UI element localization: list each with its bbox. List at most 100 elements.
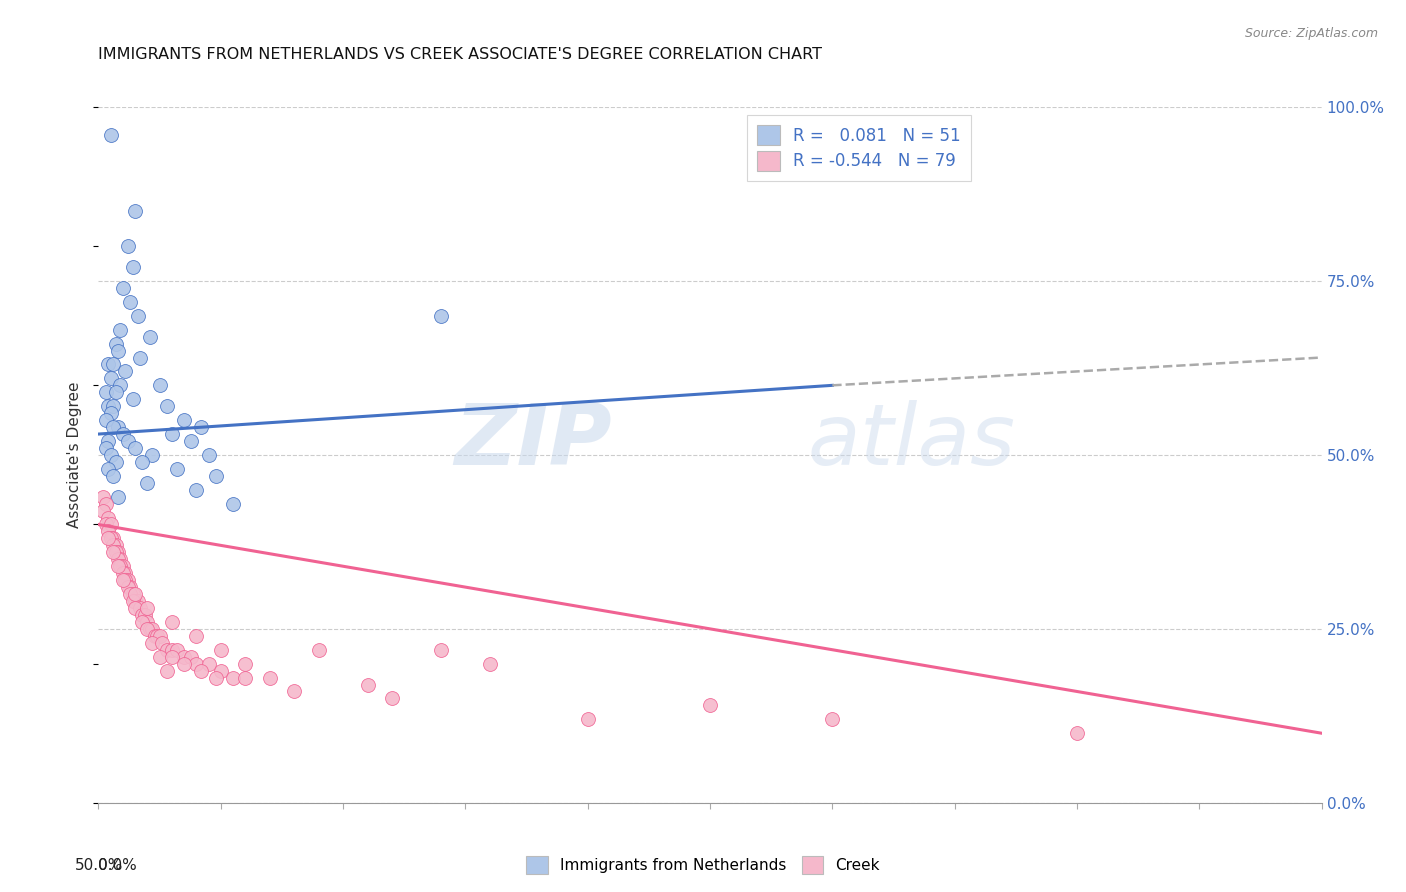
Point	[190, 420, 212, 434]
Point	[146, 629, 169, 643]
Legend: R =   0.081   N = 51, R = -0.544   N = 79: R = 0.081 N = 51, R = -0.544 N = 79	[747, 115, 970, 180]
Point	[160, 649, 183, 664]
Point	[821, 712, 844, 726]
Point	[107, 420, 129, 434]
Point	[576, 712, 599, 726]
Point	[209, 642, 232, 657]
Point	[100, 448, 122, 462]
Text: Source: ZipAtlas.com: Source: ZipAtlas.com	[1244, 27, 1378, 40]
Point	[114, 364, 136, 378]
Point	[97, 510, 120, 524]
Point	[117, 573, 139, 587]
Point	[430, 309, 453, 323]
Point	[131, 455, 153, 469]
Point	[104, 385, 127, 400]
Point	[134, 607, 156, 622]
Point	[124, 594, 146, 608]
Point	[107, 559, 129, 574]
Point	[149, 649, 172, 664]
Point	[139, 329, 162, 343]
Point	[197, 448, 219, 462]
Point	[156, 399, 179, 413]
Text: IMMIGRANTS FROM NETHERLANDS VS CREEK ASSOCIATE'S DEGREE CORRELATION CHART: IMMIGRANTS FROM NETHERLANDS VS CREEK ASS…	[98, 47, 823, 62]
Point	[107, 343, 129, 358]
Point	[111, 281, 134, 295]
Point	[97, 434, 120, 448]
Point	[136, 615, 159, 629]
Point	[94, 385, 117, 400]
Point	[149, 378, 172, 392]
Point	[101, 399, 124, 413]
Point	[222, 497, 245, 511]
Point	[127, 594, 149, 608]
Point	[97, 399, 120, 413]
Point	[141, 622, 163, 636]
Point	[97, 462, 120, 476]
Point	[233, 671, 256, 685]
Point	[100, 517, 122, 532]
Text: 50.0%: 50.0%	[75, 858, 122, 873]
Point	[136, 475, 159, 490]
Point	[104, 336, 127, 351]
Legend: Immigrants from Netherlands, Creek: Immigrants from Netherlands, Creek	[520, 850, 886, 880]
Point	[101, 532, 124, 546]
Point	[110, 552, 132, 566]
Point	[308, 642, 330, 657]
Point	[166, 642, 188, 657]
Point	[209, 664, 232, 678]
Point	[186, 629, 208, 643]
Point	[259, 671, 281, 685]
Point	[699, 698, 721, 713]
Point	[129, 351, 152, 365]
Point	[107, 545, 129, 559]
Point	[127, 309, 149, 323]
Point	[121, 587, 143, 601]
Point	[97, 358, 120, 372]
Point	[150, 636, 173, 650]
Point	[97, 532, 120, 546]
Point	[101, 538, 124, 552]
Point	[166, 462, 188, 476]
Point	[141, 636, 163, 650]
Point	[141, 448, 163, 462]
Point	[124, 204, 146, 219]
Point	[186, 483, 208, 497]
Point	[173, 657, 195, 671]
Point	[114, 573, 136, 587]
Point	[110, 378, 132, 392]
Point	[94, 413, 117, 427]
Point	[160, 615, 183, 629]
Text: atlas: atlas	[808, 400, 1017, 483]
Point	[136, 601, 159, 615]
Point	[190, 664, 212, 678]
Point	[101, 545, 124, 559]
Point	[156, 664, 179, 678]
Point	[121, 260, 143, 274]
Point	[478, 657, 501, 671]
Point	[107, 490, 129, 504]
Point	[160, 427, 183, 442]
Y-axis label: Associate's Degree: Associate's Degree	[67, 382, 83, 528]
Point	[139, 622, 162, 636]
Point	[283, 684, 305, 698]
Point	[111, 573, 134, 587]
Point	[136, 622, 159, 636]
Point	[121, 594, 143, 608]
Point	[121, 392, 143, 407]
Point	[117, 239, 139, 253]
Point	[97, 524, 120, 539]
Point	[197, 657, 219, 671]
Point	[114, 566, 136, 581]
Point	[124, 601, 146, 615]
Point	[100, 371, 122, 385]
Point	[101, 468, 124, 483]
Point	[180, 434, 202, 448]
Point	[110, 323, 132, 337]
Point	[381, 691, 404, 706]
Point	[101, 358, 124, 372]
Point	[129, 601, 152, 615]
Point	[1066, 726, 1088, 740]
Point	[101, 420, 124, 434]
Point	[120, 580, 142, 594]
Point	[186, 657, 208, 671]
